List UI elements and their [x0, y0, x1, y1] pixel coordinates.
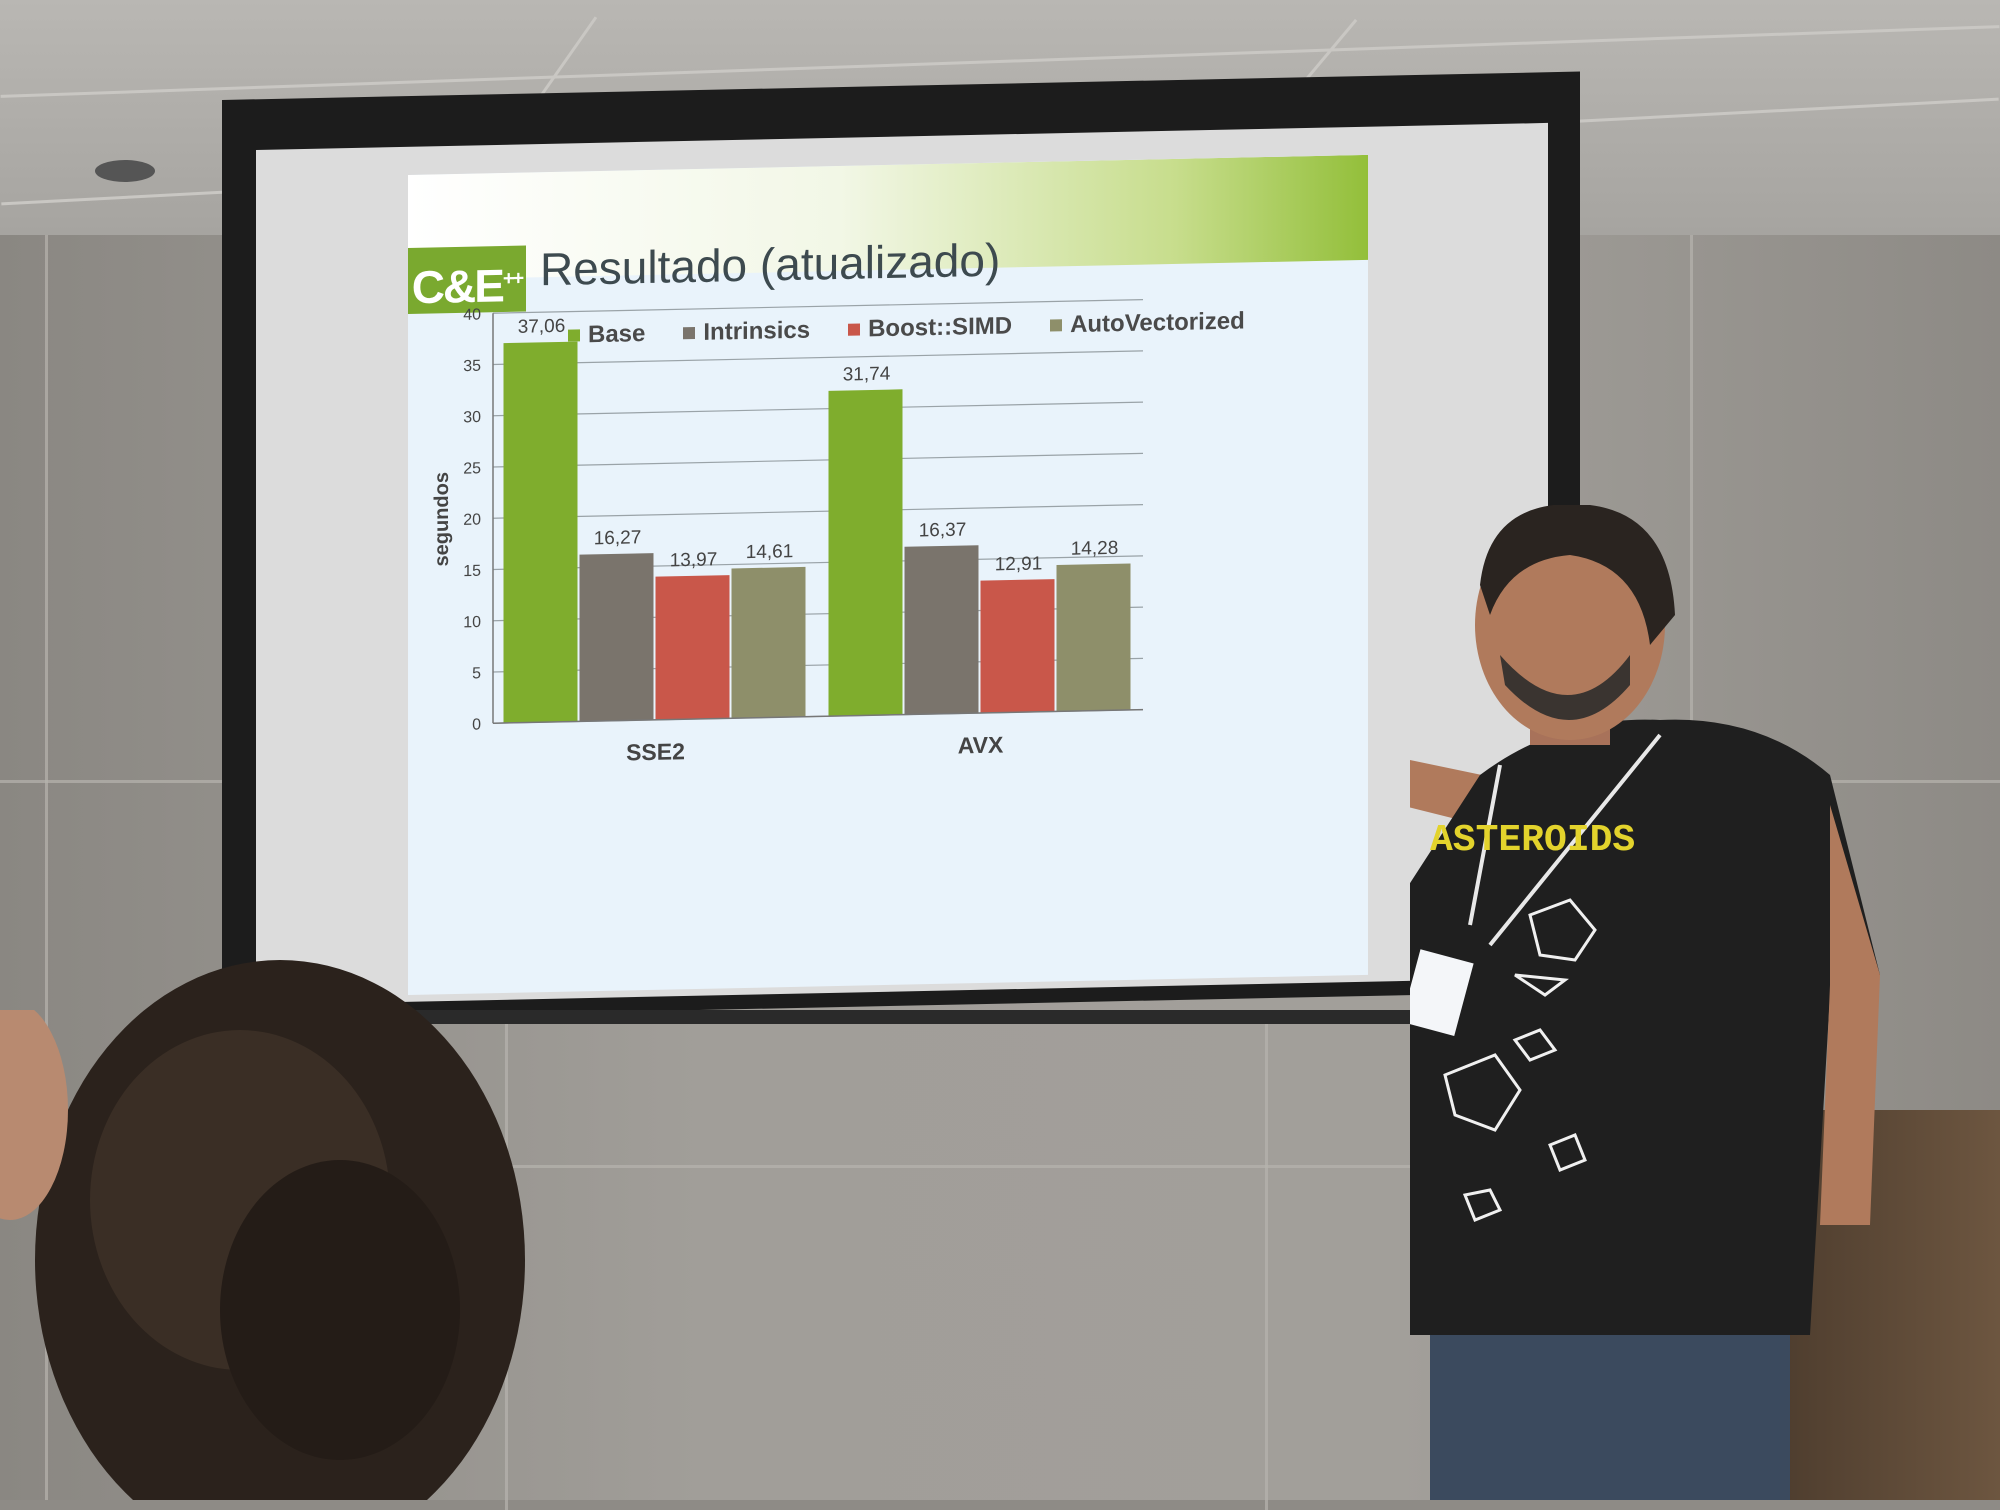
data-label: 13,97	[670, 549, 718, 571]
ceiling-speaker	[95, 160, 155, 182]
audience-arm	[0, 1010, 68, 1220]
gridline	[493, 504, 1143, 519]
bar	[579, 553, 654, 722]
y-axis-label: segundos	[431, 472, 453, 567]
bar-chart: 0 5 10 15 20 25 30 35 40 segundos 37,06 16,27 13,97 1…	[431, 299, 1143, 765]
screen-bottom-bar	[200, 1010, 1440, 1024]
y-tick-label: 5	[472, 665, 481, 682]
data-label: 14,28	[1071, 538, 1119, 560]
x-tick-label: AVX	[958, 732, 1004, 759]
presenter: ASTEROIDS	[1410, 505, 1880, 1500]
shirt-text: ASTEROIDS	[1430, 819, 1635, 862]
bar	[503, 341, 578, 723]
data-label: 31,74	[843, 364, 891, 386]
data-label: 16,27	[594, 527, 642, 549]
y-tick-label: 20	[463, 511, 481, 528]
bar	[828, 389, 903, 717]
data-label: 12,91	[995, 553, 1043, 575]
gridline	[493, 401, 1143, 417]
data-label: 14,61	[746, 541, 794, 563]
gridline	[493, 299, 1143, 314]
y-tick-label: 35	[463, 358, 481, 375]
gridline	[493, 452, 1143, 468]
data-label: 16,37	[919, 520, 967, 542]
bar	[731, 566, 806, 719]
y-tick-label: 0	[472, 716, 481, 733]
data-label: 37,06	[518, 316, 566, 338]
bar	[980, 579, 1055, 714]
y-tick-label: 40	[463, 306, 481, 323]
y-tick-label: 15	[463, 563, 481, 580]
slide: C&E++ Resultado (atualizado) Base Intrin…	[408, 154, 1368, 995]
x-tick-label: SSE2	[626, 738, 685, 765]
bar	[1056, 563, 1131, 712]
y-tick-label: 10	[463, 614, 481, 631]
y-tick-label: 30	[463, 409, 481, 426]
y-tick-label: 25	[463, 460, 481, 477]
audience-head	[35, 960, 525, 1500]
x-axis-line	[493, 708, 1143, 724]
bar	[904, 545, 979, 715]
gridline	[493, 350, 1143, 366]
bar	[655, 575, 730, 720]
